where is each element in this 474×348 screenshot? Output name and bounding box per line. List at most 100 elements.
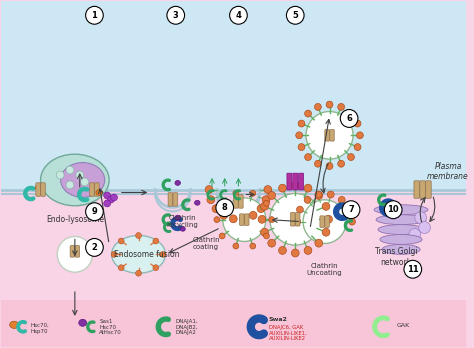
Circle shape — [250, 190, 256, 196]
Circle shape — [212, 205, 220, 213]
Circle shape — [160, 251, 166, 257]
Text: DNAJC6, GAK
AUXILIN-LIKE1,
AUXILIN-LIKE2: DNAJC6, GAK AUXILIN-LIKE1, AUXILIN-LIKE2 — [269, 325, 308, 341]
FancyBboxPatch shape — [70, 246, 75, 257]
Ellipse shape — [376, 215, 426, 224]
Circle shape — [268, 239, 275, 247]
Circle shape — [314, 103, 321, 110]
FancyBboxPatch shape — [414, 181, 419, 198]
FancyBboxPatch shape — [240, 214, 244, 226]
Circle shape — [66, 181, 74, 189]
Circle shape — [347, 153, 355, 160]
Circle shape — [297, 206, 303, 213]
Ellipse shape — [96, 190, 103, 195]
Text: GAK: GAK — [397, 323, 410, 328]
Text: 4: 4 — [236, 11, 241, 20]
Ellipse shape — [35, 185, 42, 190]
Circle shape — [356, 132, 364, 139]
Text: Endosome fusion: Endosome fusion — [114, 250, 180, 259]
Circle shape — [279, 184, 286, 192]
Text: Trans Golgi
network: Trans Golgi network — [375, 247, 418, 267]
Circle shape — [305, 153, 311, 160]
Circle shape — [167, 6, 184, 24]
Circle shape — [104, 200, 110, 207]
FancyBboxPatch shape — [234, 195, 238, 208]
Text: 3: 3 — [173, 11, 179, 20]
Circle shape — [315, 239, 323, 247]
Text: Plasma
membrane: Plasma membrane — [427, 162, 469, 181]
Text: 5: 5 — [292, 11, 298, 20]
Circle shape — [305, 110, 311, 117]
Circle shape — [86, 6, 103, 24]
Ellipse shape — [61, 163, 105, 197]
FancyBboxPatch shape — [420, 181, 425, 198]
Text: Swa2: Swa2 — [269, 317, 288, 322]
Circle shape — [304, 184, 312, 192]
Circle shape — [264, 185, 272, 193]
Circle shape — [86, 203, 103, 221]
Circle shape — [314, 160, 321, 167]
Text: 6: 6 — [346, 114, 352, 123]
FancyBboxPatch shape — [287, 173, 292, 190]
Circle shape — [298, 144, 305, 151]
Circle shape — [104, 192, 110, 199]
Text: Hsc70,
Hsp70: Hsc70, Hsp70 — [31, 323, 49, 334]
Circle shape — [304, 246, 312, 254]
Circle shape — [340, 110, 358, 127]
Circle shape — [261, 228, 268, 236]
Circle shape — [294, 218, 301, 225]
Text: 7: 7 — [348, 205, 354, 214]
Ellipse shape — [382, 244, 420, 254]
Circle shape — [279, 246, 286, 254]
Circle shape — [205, 185, 213, 193]
Circle shape — [404, 260, 421, 278]
Circle shape — [257, 205, 265, 213]
Circle shape — [249, 211, 257, 219]
Circle shape — [233, 190, 239, 196]
FancyBboxPatch shape — [36, 183, 40, 196]
Circle shape — [286, 6, 304, 24]
Circle shape — [110, 194, 118, 201]
Text: Clathrin
coating: Clathrin coating — [192, 237, 220, 250]
Text: 1: 1 — [91, 11, 97, 20]
Circle shape — [261, 203, 268, 210]
Circle shape — [219, 200, 225, 206]
Circle shape — [56, 171, 64, 179]
FancyBboxPatch shape — [293, 173, 298, 190]
Circle shape — [415, 212, 427, 224]
Circle shape — [298, 120, 305, 127]
Circle shape — [322, 228, 330, 236]
Circle shape — [315, 191, 322, 198]
Circle shape — [322, 203, 330, 210]
Circle shape — [328, 191, 334, 198]
Circle shape — [233, 243, 239, 249]
Circle shape — [347, 110, 355, 117]
Ellipse shape — [111, 236, 165, 273]
FancyBboxPatch shape — [173, 193, 177, 206]
Circle shape — [207, 196, 215, 204]
Circle shape — [240, 215, 247, 223]
Circle shape — [303, 200, 346, 244]
Circle shape — [264, 200, 269, 206]
FancyBboxPatch shape — [90, 183, 94, 196]
Circle shape — [220, 211, 228, 219]
Circle shape — [153, 265, 159, 271]
Ellipse shape — [380, 235, 422, 244]
FancyBboxPatch shape — [95, 183, 99, 196]
Circle shape — [349, 218, 356, 225]
Circle shape — [354, 120, 361, 127]
Circle shape — [326, 101, 333, 108]
Circle shape — [338, 196, 345, 203]
Ellipse shape — [41, 154, 109, 206]
Circle shape — [354, 144, 361, 151]
FancyBboxPatch shape — [168, 193, 173, 206]
Ellipse shape — [79, 319, 87, 326]
Ellipse shape — [194, 200, 200, 205]
FancyBboxPatch shape — [299, 173, 303, 190]
FancyBboxPatch shape — [295, 213, 300, 226]
Ellipse shape — [374, 205, 428, 215]
Bar — [1, 190, 465, 300]
Text: 9: 9 — [91, 207, 97, 216]
Text: 2: 2 — [91, 243, 97, 252]
Circle shape — [136, 232, 141, 238]
Circle shape — [269, 217, 274, 223]
